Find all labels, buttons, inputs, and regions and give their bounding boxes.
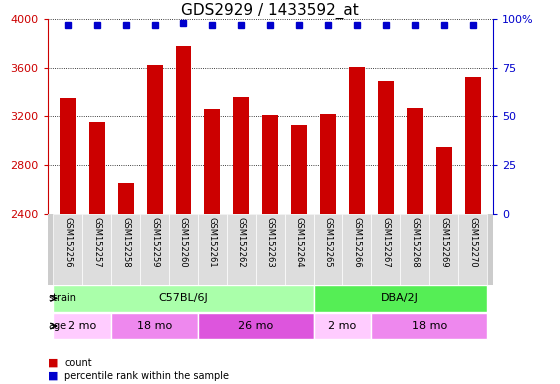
Bar [175,46,192,214]
Text: GSM152262: GSM152262 [237,217,246,268]
Bar [53,313,111,339]
Bar [314,285,487,312]
Text: age: age [48,321,66,331]
Text: C57BL/6J: C57BL/6J [158,293,208,303]
Bar [234,97,249,214]
Bar [147,65,162,214]
Text: 2 mo: 2 mo [328,321,357,331]
Text: GSM152263: GSM152263 [265,217,275,268]
Bar [198,214,227,285]
Bar [407,108,423,214]
Text: GSM152258: GSM152258 [121,217,130,268]
Text: GSM152261: GSM152261 [208,217,217,268]
Text: 26 mo: 26 mo [238,321,273,331]
Text: GSM152265: GSM152265 [324,217,333,268]
Text: percentile rank within the sample: percentile rank within the sample [64,371,230,381]
Bar [204,109,220,214]
Bar [111,214,140,285]
Text: count: count [64,358,92,368]
Title: GDS2929 / 1433592_at: GDS2929 / 1433592_at [181,3,359,19]
Bar [262,115,278,214]
Bar [458,214,487,285]
Bar [53,285,314,312]
Text: GSM152266: GSM152266 [352,217,361,268]
Bar [349,66,365,214]
Bar [371,313,487,339]
Text: 18 mo: 18 mo [412,321,447,331]
Bar [465,78,480,214]
Bar [378,81,394,214]
Bar [256,214,284,285]
Bar [118,183,134,214]
Text: ■: ■ [48,371,58,381]
Bar [82,214,111,285]
Bar [343,214,371,285]
Text: 2 mo: 2 mo [68,321,96,331]
Bar [60,98,76,214]
Text: ■: ■ [48,358,58,368]
Bar [169,214,198,285]
Bar [111,313,198,339]
Bar [291,125,307,214]
Text: GSM152267: GSM152267 [381,217,390,268]
Text: 18 mo: 18 mo [137,321,172,331]
Bar [284,214,314,285]
Text: DBA/2J: DBA/2J [381,293,419,303]
Bar [429,214,458,285]
Text: GSM152259: GSM152259 [150,217,159,268]
Text: GSM152269: GSM152269 [439,217,448,268]
Bar [53,214,82,285]
Bar [320,114,336,214]
Bar [198,313,314,339]
Bar [314,313,371,339]
Text: GSM152264: GSM152264 [295,217,304,268]
Text: GSM152268: GSM152268 [410,217,419,268]
Bar [371,214,400,285]
Bar [140,214,169,285]
Text: GSM152256: GSM152256 [63,217,72,268]
Text: GSM152260: GSM152260 [179,217,188,268]
Bar [314,214,343,285]
Bar [400,214,429,285]
Text: GSM152257: GSM152257 [92,217,101,268]
Bar [89,122,105,214]
Bar [436,147,451,214]
Text: strain: strain [48,293,76,303]
Text: GSM152270: GSM152270 [468,217,477,268]
Bar [227,214,256,285]
